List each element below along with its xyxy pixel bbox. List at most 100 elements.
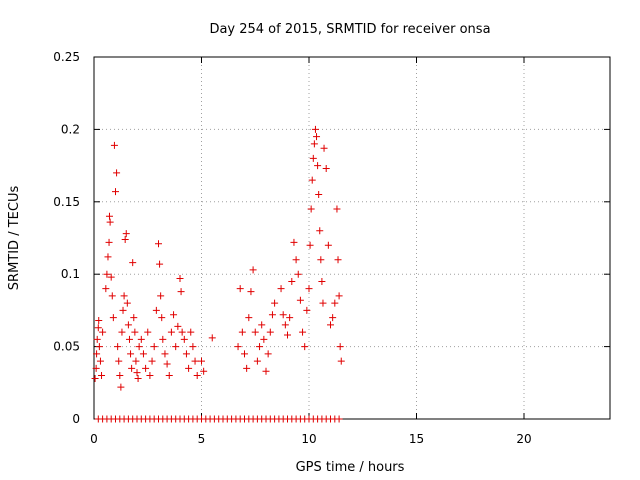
data-point: [142, 364, 150, 372]
data-point: [177, 288, 185, 296]
data-point: [99, 328, 107, 336]
data-point: [130, 314, 138, 322]
y-tick-label: 0.05: [53, 340, 80, 354]
data-point: [155, 240, 162, 248]
grid: [94, 57, 610, 419]
data-point: [337, 357, 345, 365]
data-point: [122, 230, 130, 238]
data-point: [108, 292, 116, 300]
data-point: [327, 321, 334, 329]
data-point: [123, 299, 131, 307]
data-point: [306, 241, 314, 249]
data-point: [114, 343, 122, 351]
data-point: [234, 343, 242, 351]
data-point: [324, 241, 332, 249]
data-point: [106, 218, 114, 226]
data-point: [118, 328, 126, 336]
data-point: [182, 350, 190, 358]
data-point: [301, 343, 309, 351]
data-point: [98, 372, 106, 380]
data-point: [311, 125, 319, 133]
data-point: [310, 140, 318, 148]
data-point: [152, 306, 160, 314]
data-point: [262, 367, 270, 375]
data-point: [180, 335, 188, 343]
data-point: [333, 205, 341, 213]
data-point: [299, 328, 307, 336]
x-tick-label: 10: [301, 432, 316, 446]
data-point: [146, 372, 154, 380]
chart-title: Day 254 of 2015, SRMTID for receiver ons…: [209, 22, 490, 37]
data-point: [125, 335, 133, 343]
data-point: [303, 306, 311, 314]
data-point: [334, 256, 342, 264]
data-point: [116, 372, 124, 380]
x-axis-label: GPS time / hours: [296, 460, 405, 475]
data-point: [315, 191, 323, 199]
x-tick-label: 0: [90, 432, 98, 446]
data-point: [124, 321, 132, 329]
data-point: [331, 299, 339, 307]
data-point: [128, 364, 136, 372]
data-point: [148, 357, 156, 365]
data-point: [132, 357, 140, 365]
data-point: [172, 343, 180, 351]
data-point: [260, 335, 268, 343]
data-point: [157, 292, 165, 300]
y-tick-label: 0.2: [61, 122, 80, 136]
data-point: [107, 273, 115, 281]
data-point: [335, 415, 343, 423]
data-point: [115, 357, 123, 365]
data-point: [127, 350, 135, 358]
data-point: [110, 141, 118, 149]
data-point: [249, 266, 257, 274]
axis-ticks: 0 5 10 15 20 0 0.05 0.1 0.15 0.2 0.25: [53, 50, 610, 446]
data-point: [91, 374, 99, 382]
data-point: [247, 288, 255, 296]
data-point: [137, 335, 145, 343]
data-point: [243, 364, 251, 372]
x-tick-label: 5: [198, 432, 206, 446]
data-point: [109, 314, 117, 322]
data-point: [292, 256, 300, 264]
data-point: [238, 328, 246, 336]
data-point: [284, 331, 291, 339]
data-point: [161, 350, 169, 358]
data-point: [113, 169, 121, 177]
data-point: [120, 292, 128, 300]
data-point: [187, 328, 195, 336]
data-point: [191, 357, 199, 365]
data-point: [121, 235, 129, 243]
data-point: [135, 343, 143, 351]
data-point: [320, 144, 328, 152]
data-point: [139, 350, 147, 358]
x-tick-label: 15: [409, 432, 424, 446]
data-point: [159, 335, 167, 343]
data-point: [319, 299, 327, 307]
data-point: [316, 227, 324, 235]
data-point: [93, 335, 101, 343]
y-tick-label: 0.25: [53, 50, 80, 64]
data-point: [296, 296, 304, 304]
data-point: [170, 311, 178, 319]
data-point: [256, 343, 264, 351]
data-point: [112, 188, 119, 196]
data-point: [290, 238, 298, 246]
data-point: [335, 292, 343, 300]
data-point: [317, 256, 325, 264]
data-point: [281, 321, 289, 329]
data-point: [178, 328, 186, 336]
data-point: [264, 350, 272, 358]
data-point: [236, 285, 244, 293]
y-tick-label: 0.15: [53, 195, 80, 209]
data-point: [268, 311, 276, 319]
y-axis-label: SRMTID / TECUs: [7, 186, 22, 291]
data-point: [277, 285, 285, 293]
data-point: [117, 383, 125, 391]
data-point: [93, 350, 101, 358]
data-point: [92, 364, 100, 372]
data-point: [174, 322, 182, 330]
data-point: [309, 154, 317, 162]
data-point: [158, 314, 166, 322]
data-point: [307, 205, 315, 213]
